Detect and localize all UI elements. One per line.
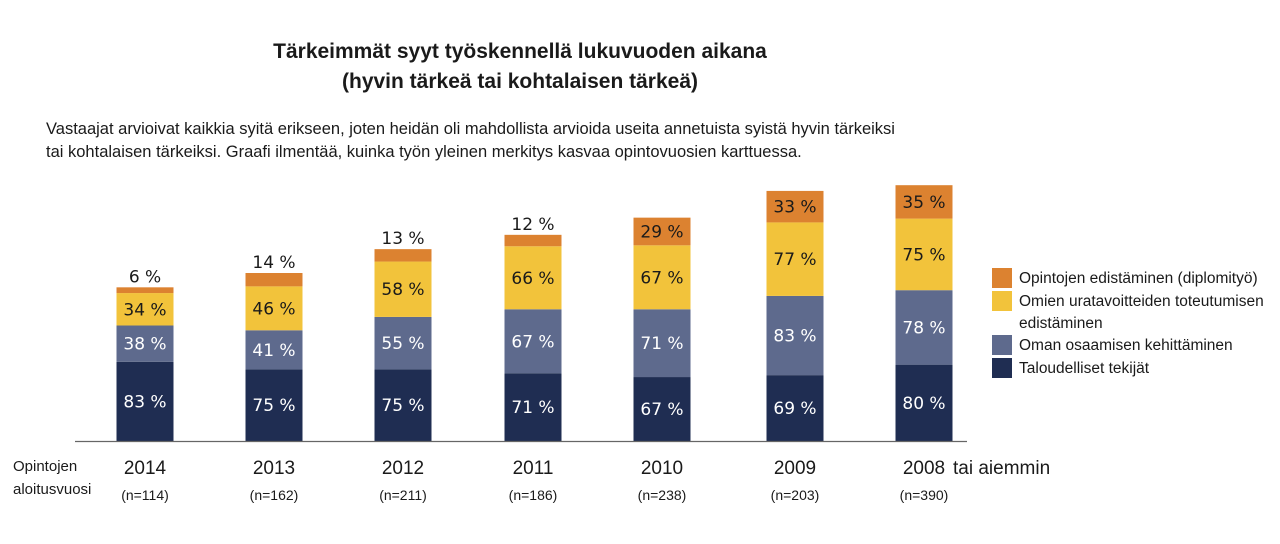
x-tick-label-2014: 2014 [124,458,167,479]
bar-segment-2008-series-3 [895,185,953,219]
legend-label-series-2-line-1: edistäminen [1019,315,1103,332]
bar-segment-2012-series-0 [374,369,432,441]
data-label-2010-series-1: 71 % [640,334,683,354]
data-label-2014-series-1: 38 % [123,335,166,355]
bar-segment-2009-series-3 [766,190,824,223]
sample-size-label-2010: (n=238) [638,487,687,503]
x-axis-title-line-2: aloitusvuosi [13,481,91,498]
data-label-2009-series-0: 69 % [773,399,816,419]
x-tick-label-2009: 2009 [774,458,816,479]
legend-label-series-3-line-0: Opintojen edistäminen (diplomityö) [1019,270,1258,287]
legend-label-series-2-line-0: Omien uratavoitteiden toteutumisen [1019,293,1264,310]
description-line-2: tai kohtalaisen tärkeiksi. Graafi ilment… [46,143,802,161]
data-label-2011-series-1: 67 % [511,332,554,352]
bar-segment-2009-series-0 [766,375,824,441]
chart-title: Tärkeimmät syyt työskennellä lukuvuoden … [273,40,767,63]
bar-segment-2013-series-2 [245,286,303,331]
x-tick-label-2010: 2010 [641,458,683,479]
description-line-1: Vastaajat arvioivat kaikkia syitä erikse… [46,120,895,138]
legend-label-series-1-line-0: Oman osaamisen kehittäminen [1019,337,1233,354]
data-label-2009-series-3: 33 % [773,198,816,218]
bar-segment-2014-series-3 [116,287,174,294]
bar-segment-2008-series-1 [895,290,953,365]
sample-size-label-2013: (n=162) [250,487,299,503]
bar-segment-2014-series-2 [116,293,174,326]
data-label-2010-series-0: 67 % [640,400,683,420]
bar-segment-2013-series-1 [245,330,303,370]
data-label-2011-series-0: 71 % [511,398,554,418]
legend-swatch-series-0 [992,358,1012,378]
bar-segment-2012-series-3 [374,249,432,262]
data-label-2009-series-1: 83 % [773,327,816,347]
bar-segment-2008-series-2 [895,218,953,291]
data-label-2008-series-2: 75 % [902,245,945,265]
data-label-2014-series-2: 34 % [123,300,166,320]
bar-segment-2010-series-1 [633,309,691,378]
data-label-2009-series-2: 77 % [773,250,816,270]
x-tick-label-2012: 2012 [382,458,424,479]
bar-segment-2014-series-1 [116,325,174,362]
data-label-2013-series-3: 14 % [252,253,295,273]
sample-size-label-2012: (n=211) [379,487,427,503]
bar-segment-2010-series-2 [633,245,691,310]
data-label-2012-series-2: 58 % [381,280,424,300]
data-label-2008-series-3: 35 % [902,193,945,213]
legend-swatch-series-2 [992,291,1012,311]
data-label-2008-series-0: 80 % [902,394,945,414]
data-label-2010-series-3: 29 % [640,222,683,242]
data-label-2012-series-3: 13 % [381,229,424,249]
bar-segment-2011-series-3 [504,234,562,247]
data-label-2013-series-1: 41 % [252,341,295,361]
sample-size-label-2014: (n=114) [121,487,169,503]
bar-segment-2012-series-2 [374,261,432,317]
data-label-2011-series-2: 66 % [511,269,554,289]
bar-segment-2010-series-0 [633,377,691,441]
x-tick-label-2008: 2008 [903,458,945,479]
bar-segment-2013-series-3 [245,273,303,287]
legend-label-series-0-line-0: Taloudelliset tekijät [1019,360,1150,377]
chart-subtitle: (hyvin tärkeä tai kohtalaisen tärkeä) [342,70,698,93]
bar-segment-2008-series-0 [895,364,953,441]
data-label-2010-series-2: 67 % [640,268,683,288]
bar-segment-2010-series-3 [633,217,691,246]
bar-segment-2011-series-1 [504,309,562,374]
data-label-2014-series-0: 83 % [123,392,166,412]
sample-size-label-2011: (n=186) [509,487,558,503]
bar-segment-2009-series-2 [766,222,824,296]
legend-swatch-series-1 [992,335,1012,355]
bar-segment-2013-series-0 [245,369,303,441]
data-label-2013-series-0: 75 % [252,396,295,416]
data-label-2013-series-2: 46 % [252,299,295,319]
data-label-2012-series-0: 75 % [381,396,424,416]
bar-segment-2009-series-1 [766,295,824,376]
bar-segment-2011-series-2 [504,246,562,310]
data-label-2012-series-1: 55 % [381,334,424,354]
sample-size-label-2008: (n=390) [900,487,949,503]
x-axis-title-line-1: Opintojen [13,458,77,475]
data-label-2008-series-1: 78 % [902,318,945,338]
x-tick-label-2011: 2011 [513,458,554,479]
legend-swatch-series-3 [992,268,1012,288]
sample-size-label-2009: (n=203) [771,487,820,503]
x-axis-suffix: tai aiemmin [953,458,1050,479]
bar-segment-2011-series-0 [504,373,562,441]
data-label-2011-series-3: 12 % [511,215,554,235]
data-label-2014-series-3: 6 % [129,267,161,287]
bar-segment-2014-series-0 [116,361,174,441]
bar-segment-2012-series-1 [374,316,432,370]
x-tick-label-2013: 2013 [253,458,295,479]
